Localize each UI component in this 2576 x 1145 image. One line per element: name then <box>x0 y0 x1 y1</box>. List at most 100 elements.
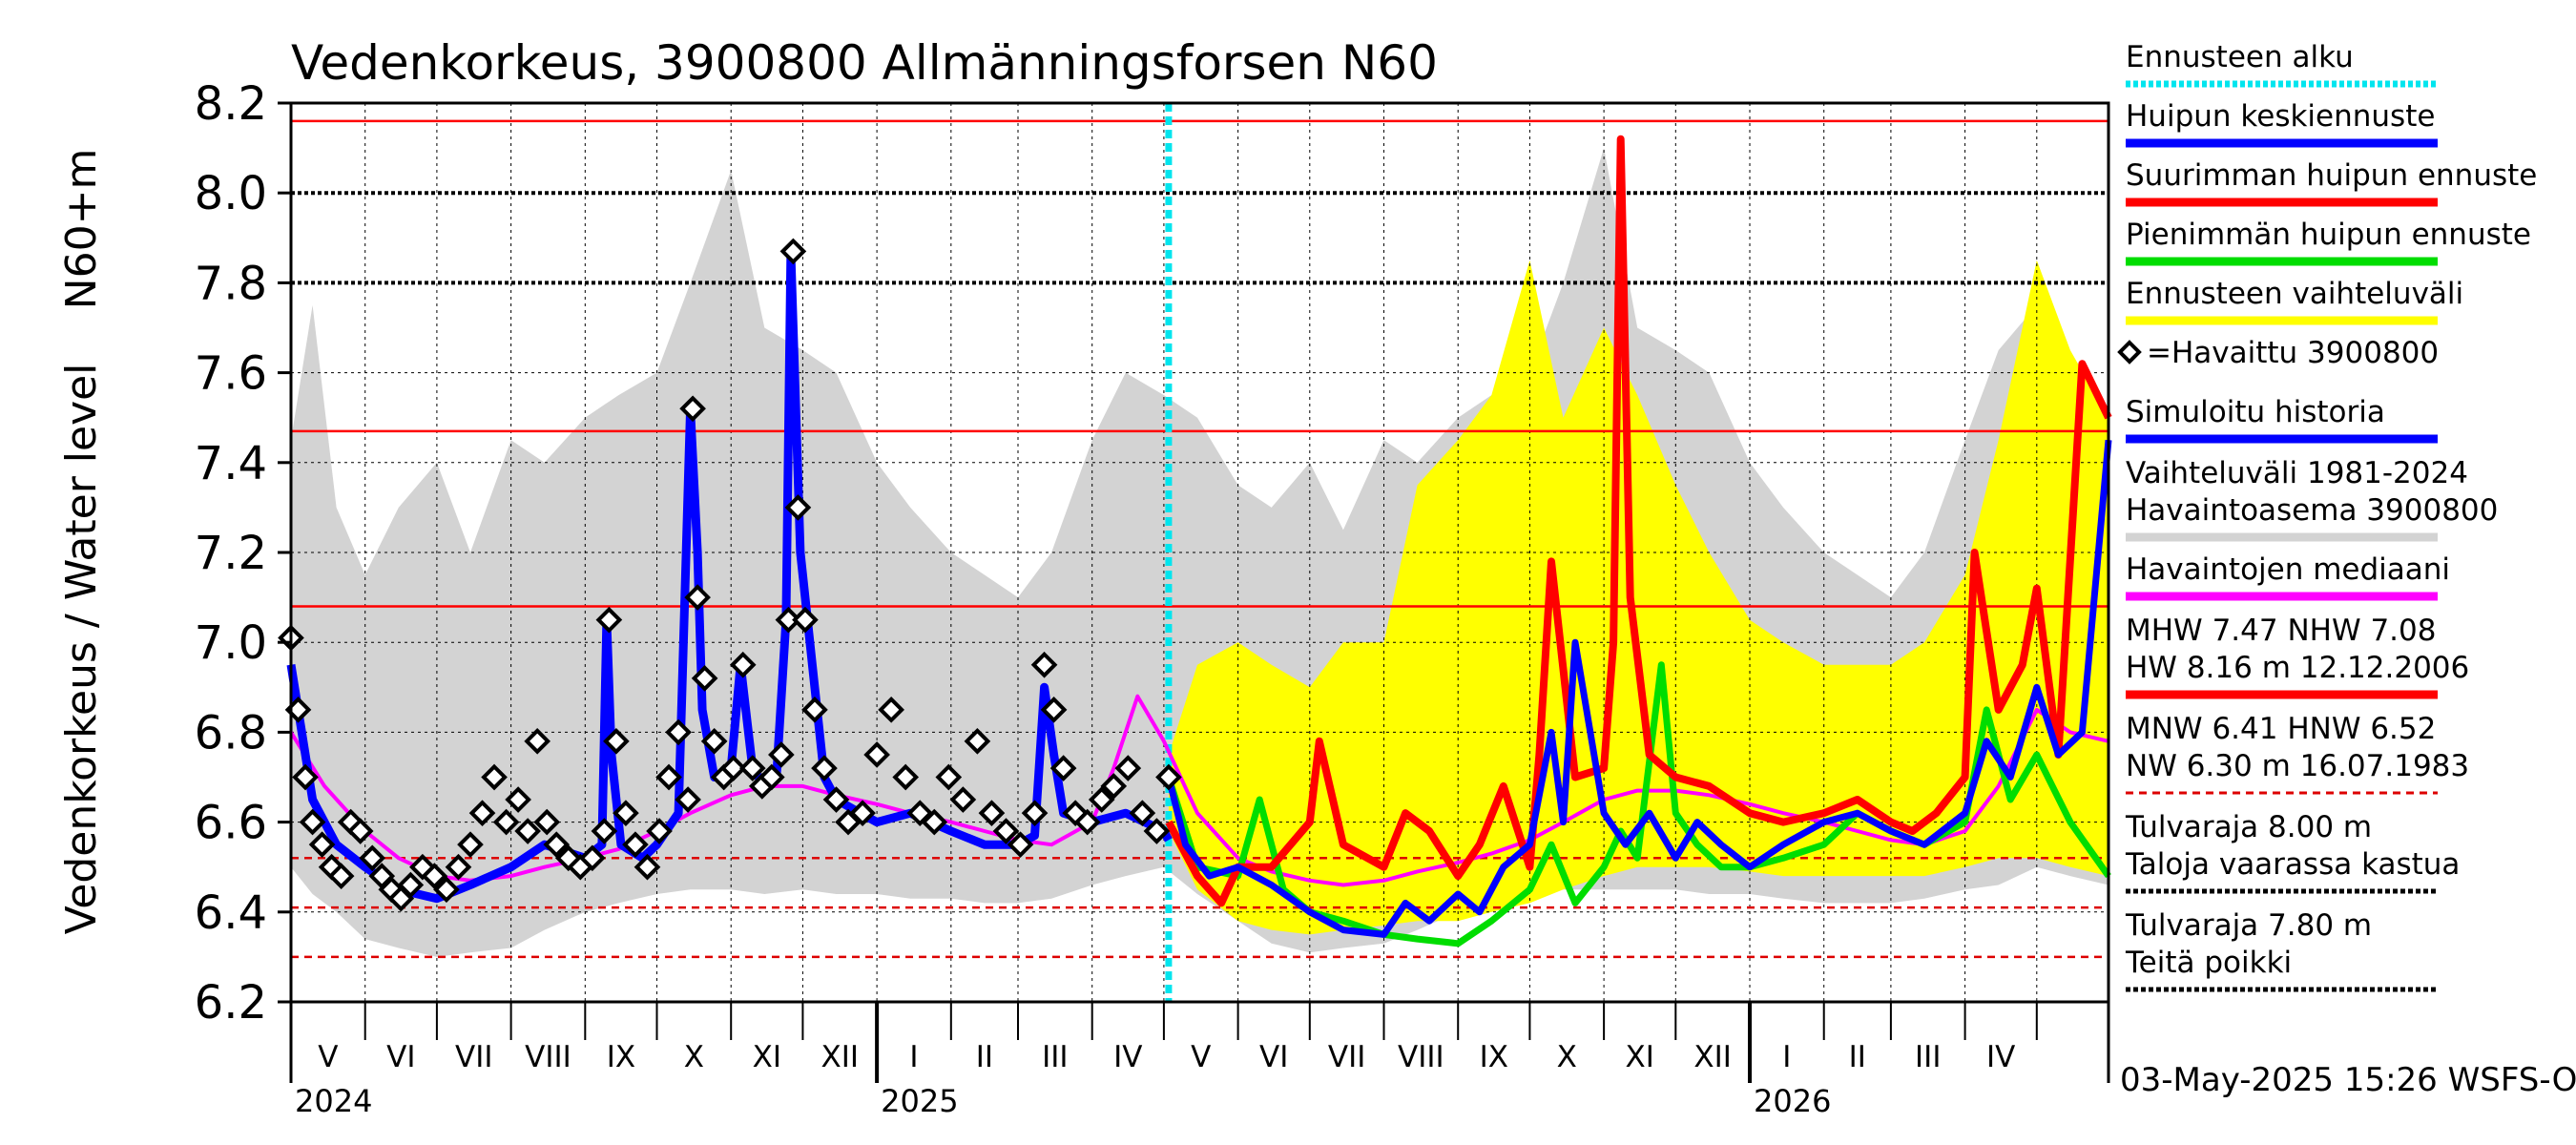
observed-point <box>1049 755 1077 781</box>
timestamp: 03-May-2025 15:26 WSFS-O <box>2120 1061 2576 1099</box>
year-label: 2025 <box>881 1083 958 1119</box>
observed-point <box>949 786 977 813</box>
observed-point <box>1021 800 1049 827</box>
observed-point <box>679 395 706 423</box>
y-axis-unit: N60+m <box>57 149 106 310</box>
legend-label-simuloitu-historia: Simuloitu historia <box>2126 395 2385 429</box>
month-label: V <box>1191 1040 1211 1074</box>
month-label: II <box>976 1040 993 1074</box>
y-tick-label: 6.6 <box>195 797 267 850</box>
observed-point <box>646 818 673 844</box>
legend-label-mnw-6-41-hnw-6-52: MNW 6.41 HNW 6.52 <box>2126 712 2436 746</box>
observed-point <box>801 697 828 723</box>
observed-point <box>457 831 484 858</box>
observed-point <box>579 844 606 872</box>
observed-point <box>775 606 802 634</box>
observed-point <box>1040 697 1068 723</box>
month-label: I <box>909 1040 918 1074</box>
observed-point <box>738 755 766 781</box>
observed-point <box>492 808 520 836</box>
observed-point <box>992 818 1020 844</box>
observed-point <box>1007 831 1034 858</box>
y-tick-label: 8.2 <box>195 77 267 131</box>
observed-point <box>655 763 682 791</box>
observed-point <box>481 763 508 791</box>
year-label: 2026 <box>1754 1083 1831 1119</box>
observed-point <box>299 808 326 836</box>
observed-point <box>613 800 639 827</box>
y-tick-label: 7.0 <box>195 616 267 670</box>
observed-point <box>421 863 448 889</box>
observed-point <box>1155 763 1182 791</box>
observed-point <box>1143 818 1171 844</box>
observed-point <box>433 876 460 904</box>
observed-point <box>543 831 571 858</box>
y-tick-label: 6.8 <box>195 706 267 760</box>
observed-point <box>533 808 561 836</box>
observed-point <box>603 727 630 755</box>
observed-point <box>758 763 785 791</box>
observed-point <box>978 800 1006 827</box>
observed-point <box>719 755 747 781</box>
month-label: IX <box>607 1040 635 1074</box>
month-label: I <box>1782 1040 1791 1074</box>
month-label: XII <box>821 1040 859 1074</box>
y-tick-label: 8.0 <box>195 167 267 220</box>
month-label: III <box>1042 1040 1068 1074</box>
observed-point <box>595 606 623 634</box>
legend-label-tulvaraja-7-80-m: Tulvaraja 7.80 m <box>2125 908 2372 943</box>
legend-label-huipun-keskiennuste: Huipun keskiennuste <box>2126 99 2435 134</box>
legend-label-tulvaraja-8-00-m: Tulvaraja 8.00 m <box>2125 810 2372 844</box>
month-label: IX <box>1480 1040 1508 1074</box>
observed-point <box>784 494 812 521</box>
legend-label-pienimma-n-huipun-ennuste: Pienimmän huipun ennuste <box>2126 218 2531 252</box>
legend-label-suurimman-huipun-ennuste: Suurimman huipun ennuste <box>2126 158 2537 193</box>
month-label: II <box>1849 1040 1866 1074</box>
month-label: XI <box>1626 1040 1654 1074</box>
observed-point <box>292 763 319 791</box>
legend-label-teita-poikki: Teitä poikki <box>2125 946 2292 980</box>
month-label: VII <box>1328 1040 1366 1074</box>
month-label: V <box>318 1040 338 1074</box>
observed-point <box>691 665 718 692</box>
y-tick-label: 7.6 <box>195 347 267 401</box>
observed-point <box>1030 651 1058 678</box>
observed-point <box>1088 786 1115 813</box>
month-label: VI <box>386 1040 415 1074</box>
y-axis-label: Vedenkorkeus / Water level <box>57 364 106 935</box>
observed-point <box>849 800 876 827</box>
observed-point <box>1073 808 1101 836</box>
month-label: VIII <box>525 1040 571 1074</box>
observed-point <box>622 831 649 858</box>
observed-point <box>878 697 904 723</box>
observed-point <box>308 831 336 858</box>
observed-point <box>1114 755 1142 781</box>
observed-point <box>729 651 757 678</box>
observed-point <box>921 808 948 836</box>
month-label: X <box>1557 1040 1577 1074</box>
legend-label-mhw-7-47-nhw-7-08: MHW 7.47 NHW 7.08 <box>2126 614 2436 648</box>
month-label: XII <box>1693 1040 1732 1074</box>
chart-title: Vedenkorkeus, 3900800 Allmänningsforsen … <box>291 35 1438 91</box>
observed-point <box>935 763 963 791</box>
legend-label-havaittu-3900800: =Havaittu 3900800 <box>2147 336 2439 370</box>
observed-point <box>397 871 425 899</box>
y-tick-label: 7.8 <box>195 257 267 310</box>
legend-label-hw-8-16-m-12-12-2006: HW 8.16 m 12.12.2006 <box>2126 651 2469 685</box>
observed-point <box>359 844 386 872</box>
month-label: VI <box>1259 1040 1288 1074</box>
month-label: IV <box>1986 1040 2015 1074</box>
observed-point <box>768 741 795 768</box>
y-tick-label: 7.2 <box>195 527 267 580</box>
observed-point <box>964 727 991 755</box>
y-tick-label: 6.2 <box>195 976 267 1030</box>
observed-point <box>665 718 692 746</box>
legend-label-ennusteen-alku: Ennusteen alku <box>2126 40 2354 74</box>
observed-point <box>684 584 711 611</box>
month-label: VIII <box>1398 1040 1444 1074</box>
observed-point <box>327 863 355 889</box>
month-label: XI <box>753 1040 781 1074</box>
observed-point <box>634 853 661 881</box>
observed-point <box>524 727 551 755</box>
